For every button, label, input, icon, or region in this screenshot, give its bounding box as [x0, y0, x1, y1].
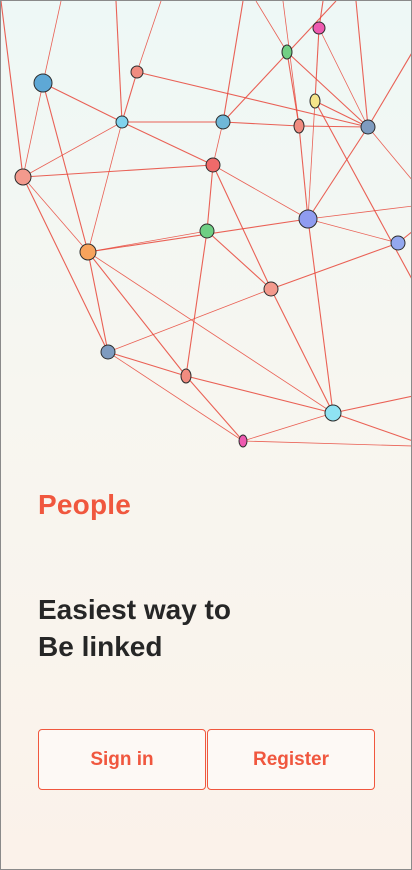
network-edge	[107, 288, 272, 353]
network-illustration	[1, 1, 411, 448]
network-edge	[185, 375, 334, 414]
sign-in-button[interactable]: Sign in	[38, 729, 206, 790]
network-edge	[136, 1, 162, 73]
network-edge	[222, 1, 337, 123]
network-node	[293, 118, 305, 134]
network-edge	[307, 126, 369, 220]
network-node	[215, 114, 231, 130]
network-edge	[255, 1, 288, 53]
network-node	[115, 115, 129, 129]
network-edge	[206, 164, 214, 232]
network-edge	[307, 218, 334, 414]
network-node	[298, 209, 318, 229]
app-brand: People	[38, 489, 132, 520]
network-edge	[42, 82, 89, 253]
headline: Easiest way to Be linked	[38, 591, 378, 665]
network-edge	[22, 164, 214, 178]
headline-line-2: Be linked	[38, 631, 163, 662]
headline-line-1: Easiest way to	[38, 594, 231, 625]
register-button[interactable]: Register	[207, 729, 375, 790]
network-edge	[307, 218, 399, 244]
network-edge	[1, 1, 24, 178]
network-edge	[298, 125, 369, 128]
network-node	[312, 21, 326, 35]
network-edge	[367, 126, 411, 180]
network-node	[199, 223, 215, 239]
network-node	[263, 281, 279, 297]
network-edge	[222, 121, 300, 127]
network-node	[360, 119, 376, 135]
network-edge	[121, 121, 214, 166]
network-edge	[270, 242, 399, 290]
network-node	[205, 157, 221, 173]
network-edge	[307, 205, 411, 220]
network-node	[79, 243, 97, 261]
network-edge	[22, 121, 123, 178]
network-edge	[87, 230, 208, 253]
network-edge	[87, 251, 109, 353]
network-edge	[136, 71, 369, 128]
network-node	[130, 65, 144, 79]
network-edge	[222, 1, 244, 123]
network-edge	[282, 1, 300, 127]
network-edge	[185, 375, 244, 442]
network-edge	[87, 121, 123, 253]
network-edge	[22, 176, 89, 253]
network-edge	[242, 440, 411, 447]
network-edge	[314, 100, 411, 279]
network-edge	[332, 395, 411, 414]
network-node	[281, 44, 293, 60]
network-node	[324, 404, 342, 422]
network-edge	[42, 82, 123, 123]
network-edge	[42, 1, 62, 84]
network-edge	[314, 27, 320, 102]
network-edge	[286, 51, 369, 128]
network-node	[180, 368, 192, 384]
network-edge	[242, 412, 334, 442]
network-edge	[87, 218, 309, 253]
network-node	[14, 168, 32, 186]
network-node	[100, 344, 116, 360]
network-edge	[107, 351, 244, 442]
network-node	[390, 235, 406, 251]
network-edge	[307, 100, 316, 220]
network-edge	[22, 82, 44, 178]
network-edge	[87, 251, 334, 414]
network-edge	[286, 51, 300, 127]
network-edge	[367, 53, 411, 128]
network-edge	[212, 164, 309, 220]
network-edge	[185, 230, 208, 377]
network-edge	[298, 125, 309, 220]
network-node	[309, 93, 321, 109]
network-edge	[314, 100, 369, 128]
network-edge	[121, 71, 138, 123]
network-edge	[87, 251, 187, 377]
network-edge	[332, 412, 411, 441]
network-edge	[115, 1, 123, 123]
network-edge	[22, 176, 109, 353]
network-edge	[318, 27, 369, 128]
network-edge	[212, 164, 272, 290]
network-node	[33, 73, 53, 93]
network-node	[238, 434, 248, 448]
network-edge	[355, 1, 369, 128]
network-edge	[107, 351, 187, 377]
network-edge	[270, 288, 334, 414]
network-edge	[206, 230, 272, 290]
